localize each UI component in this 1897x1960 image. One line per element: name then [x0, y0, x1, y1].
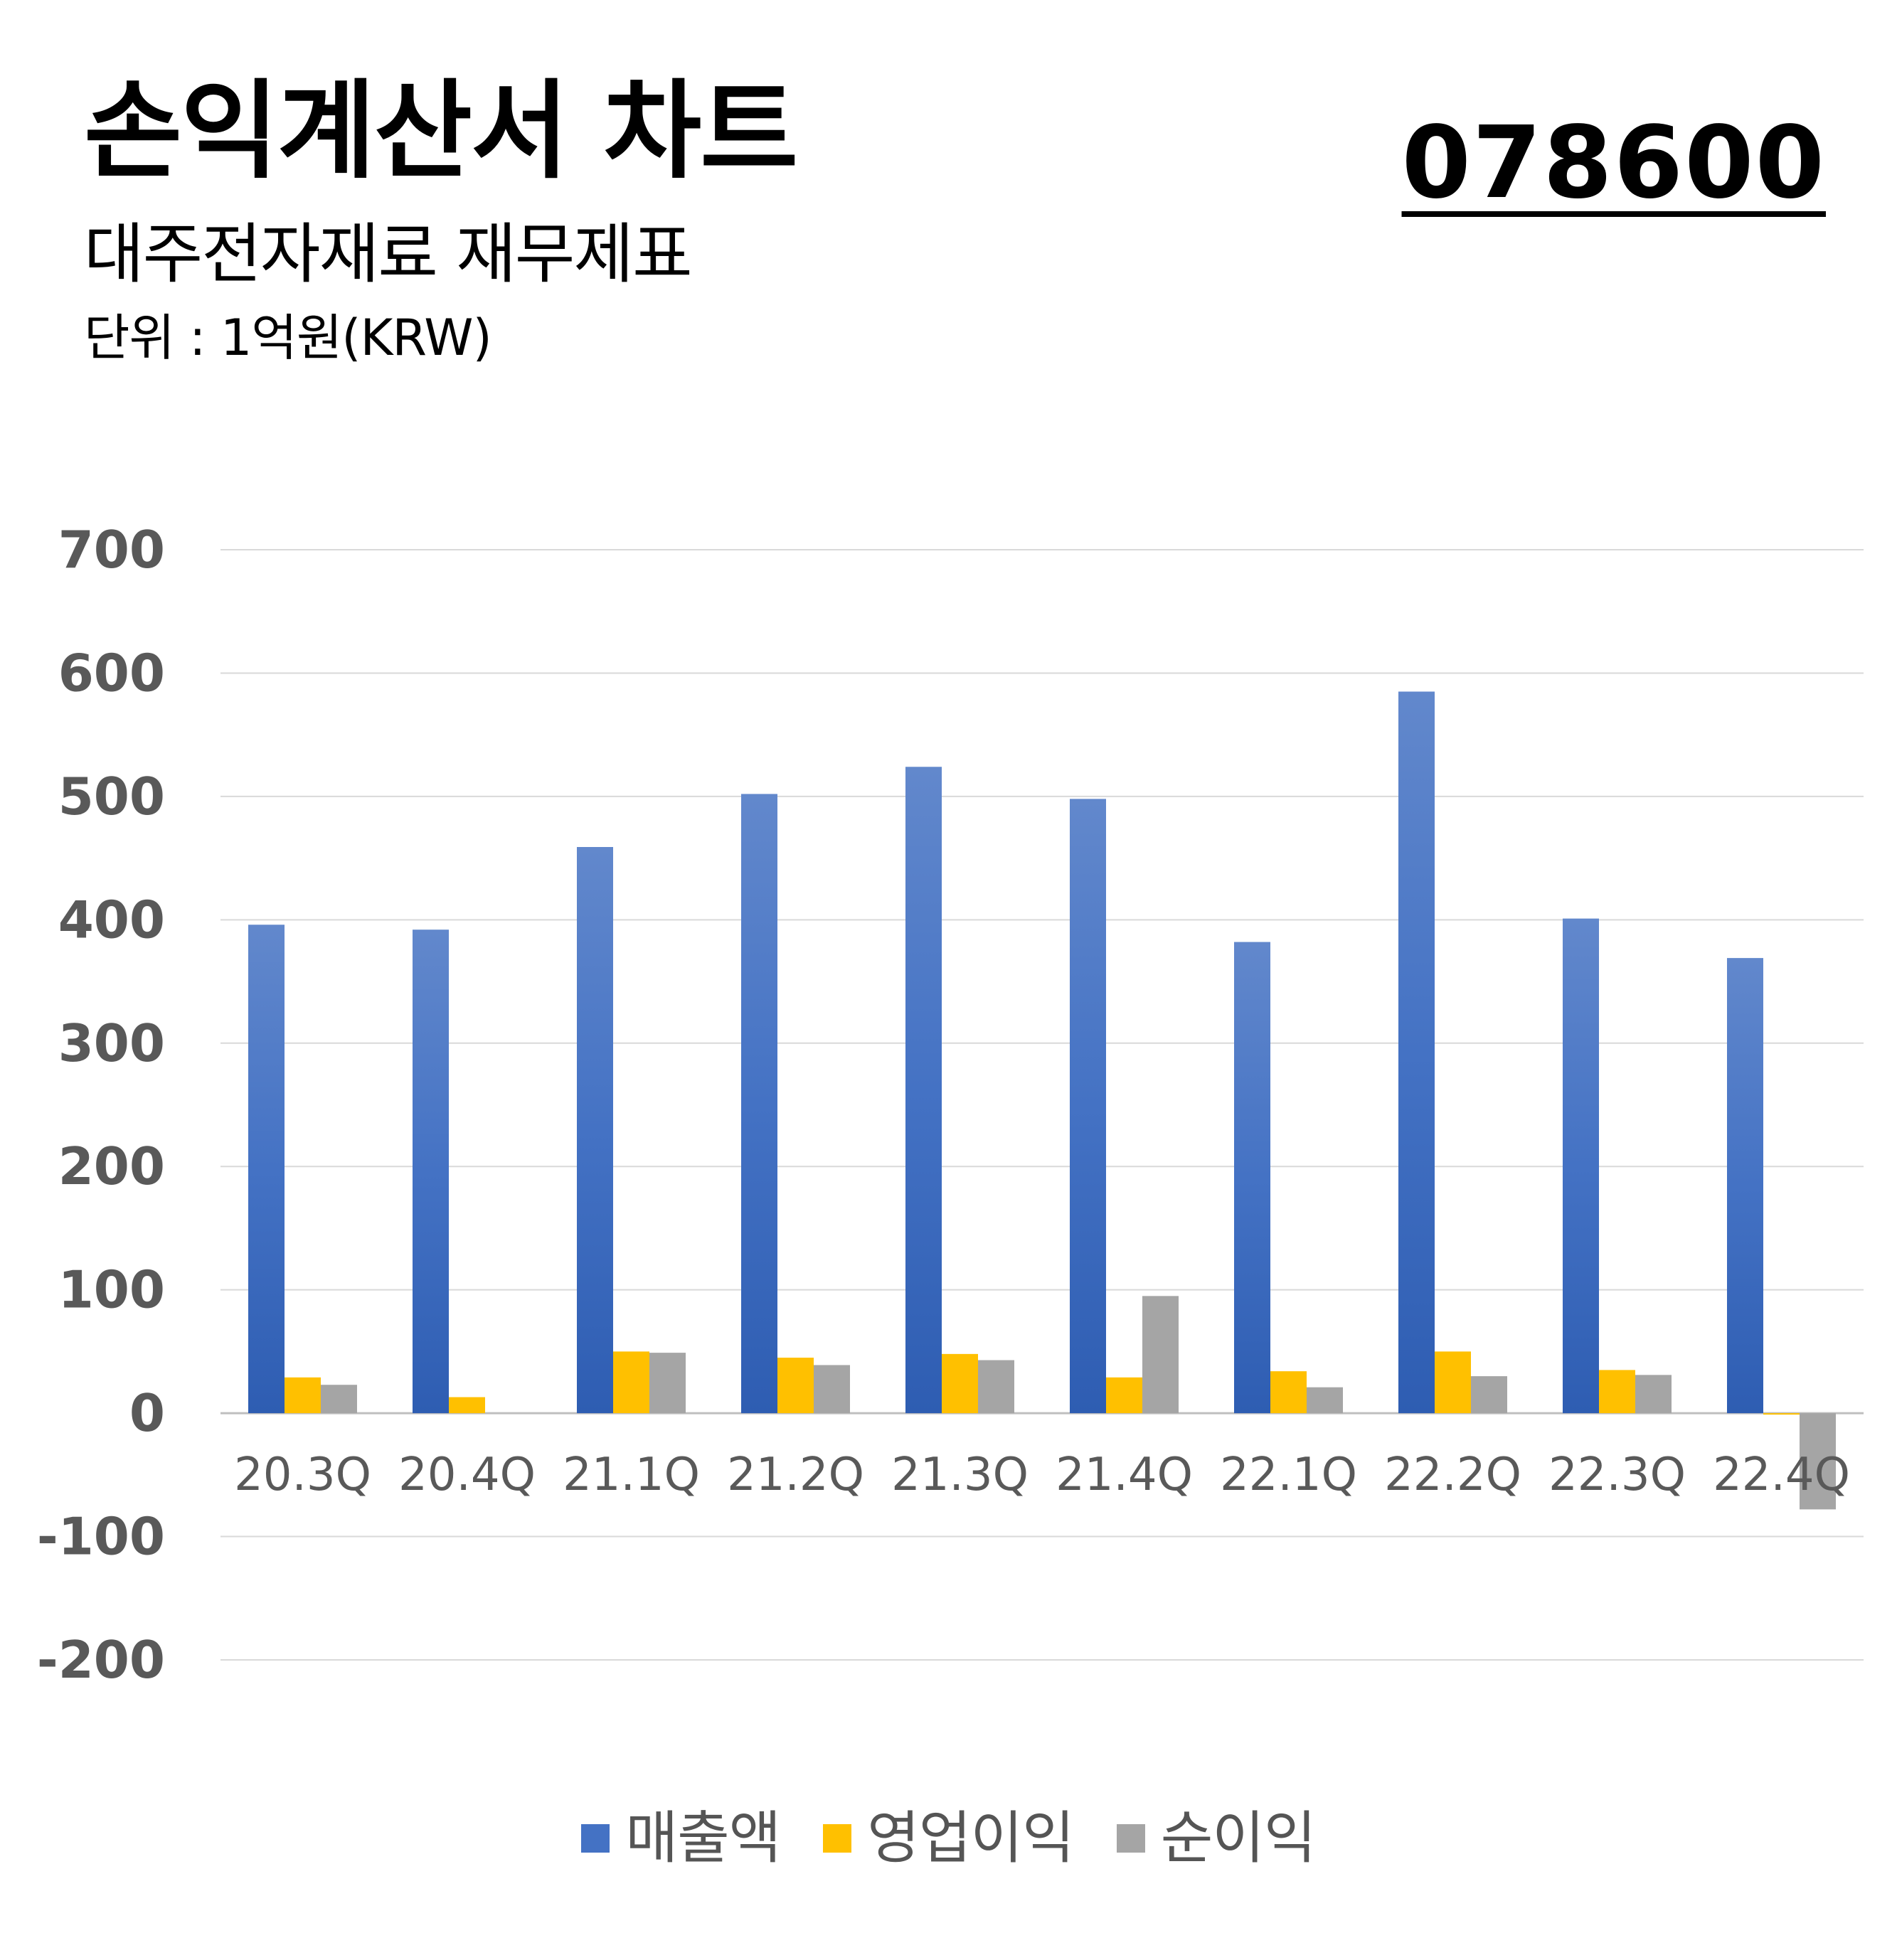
bar-revenue — [1398, 691, 1435, 1414]
bar-operating-profit — [1763, 1413, 1800, 1415]
x-tick-label: 20.4Q — [398, 1449, 536, 1501]
page-title: 손익계산서 차트 — [84, 70, 798, 193]
bar-revenue — [905, 767, 942, 1414]
x-tick-label: 22.1Q — [1220, 1449, 1357, 1501]
bar-operating-profit — [449, 1397, 485, 1414]
bar-operating-profit — [1270, 1371, 1307, 1414]
legend-label: 매출액 — [625, 1805, 781, 1871]
legend-item-revenue: 매출액 — [581, 1805, 781, 1871]
bar-revenue — [413, 930, 449, 1414]
ticker-code: 078600 — [1401, 105, 1826, 221]
legend: 매출액 영업이익 순이익 — [0, 1810, 1897, 1867]
bar-operating-profit — [1435, 1351, 1471, 1414]
bar-net-income — [1307, 1387, 1343, 1414]
x-tick-label: 21.3Q — [891, 1449, 1029, 1501]
y-tick-label: 300 — [58, 1013, 165, 1073]
legend-item-operating-profit: 영업이익 — [823, 1805, 1075, 1871]
page-subtitle: 대주전자재료 재무제표 — [84, 216, 693, 292]
legend-item-net-income: 순이익 — [1116, 1805, 1317, 1871]
y-tick-label: 500 — [58, 767, 165, 826]
bar-net-income — [1800, 1413, 1836, 1510]
legend-swatch-net-income — [1116, 1824, 1145, 1853]
y-tick-label: -100 — [37, 1507, 165, 1567]
bar-net-income — [978, 1360, 1014, 1414]
bar-operating-profit — [613, 1351, 649, 1414]
x-axis-ticks: 20.3Q 20.4Q 21.1Q 21.2Q 21.3Q 21.4Q 22.1Q 22.2Q… — [234, 1449, 1850, 1501]
x-tick-label: 22.3Q — [1548, 1449, 1686, 1501]
bar-revenue — [1563, 918, 1599, 1414]
y-tick-label: 400 — [58, 890, 165, 949]
bar-net-income — [1471, 1376, 1507, 1414]
y-axis-ticks: 700 600 500 400 300 200 100 0 -100 -200 — [37, 520, 165, 1690]
y-tick-label: 100 — [58, 1260, 165, 1320]
bar-net-income — [814, 1365, 850, 1414]
bar-revenue — [1070, 799, 1106, 1414]
bar-revenue — [1727, 958, 1763, 1414]
bar-net-income — [649, 1353, 686, 1414]
y-tick-label: 700 — [58, 520, 165, 580]
x-tick-label: 21.2Q — [727, 1449, 864, 1501]
y-tick-label: 200 — [58, 1136, 165, 1196]
bar-operating-profit — [285, 1377, 321, 1414]
y-tick-label: 600 — [58, 643, 165, 703]
bar-revenue — [248, 925, 285, 1414]
bars — [248, 691, 1836, 1510]
unit-label: 단위 : 1억원(KRW) — [84, 309, 492, 367]
bar-revenue — [1234, 942, 1270, 1414]
bar-operating-profit — [1599, 1370, 1635, 1414]
bar-net-income — [1142, 1296, 1179, 1414]
x-tick-label: 22.2Q — [1384, 1449, 1521, 1501]
bar-operating-profit — [777, 1358, 814, 1414]
x-tick-label: 20.3Q — [234, 1449, 371, 1501]
legend-label: 영업이익 — [867, 1805, 1074, 1871]
x-tick-label: 22.4Q — [1713, 1449, 1850, 1501]
bar-revenue — [741, 794, 777, 1414]
bar-operating-profit — [1106, 1377, 1142, 1414]
bar-operating-profit — [942, 1353, 978, 1414]
x-tick-label: 21.4Q — [1056, 1449, 1193, 1501]
legend-swatch-revenue — [581, 1824, 610, 1853]
legend-swatch-operating-profit — [823, 1824, 852, 1853]
y-tick-label: -200 — [37, 1630, 165, 1690]
gridlines — [220, 549, 1864, 1661]
legend-label: 순이익 — [1160, 1805, 1317, 1871]
bar-revenue — [577, 847, 613, 1414]
y-tick-label: 0 — [129, 1383, 165, 1443]
x-tick-label: 21.1Q — [563, 1449, 700, 1501]
bar-net-income — [1635, 1375, 1672, 1414]
bar-net-income — [321, 1385, 357, 1414]
